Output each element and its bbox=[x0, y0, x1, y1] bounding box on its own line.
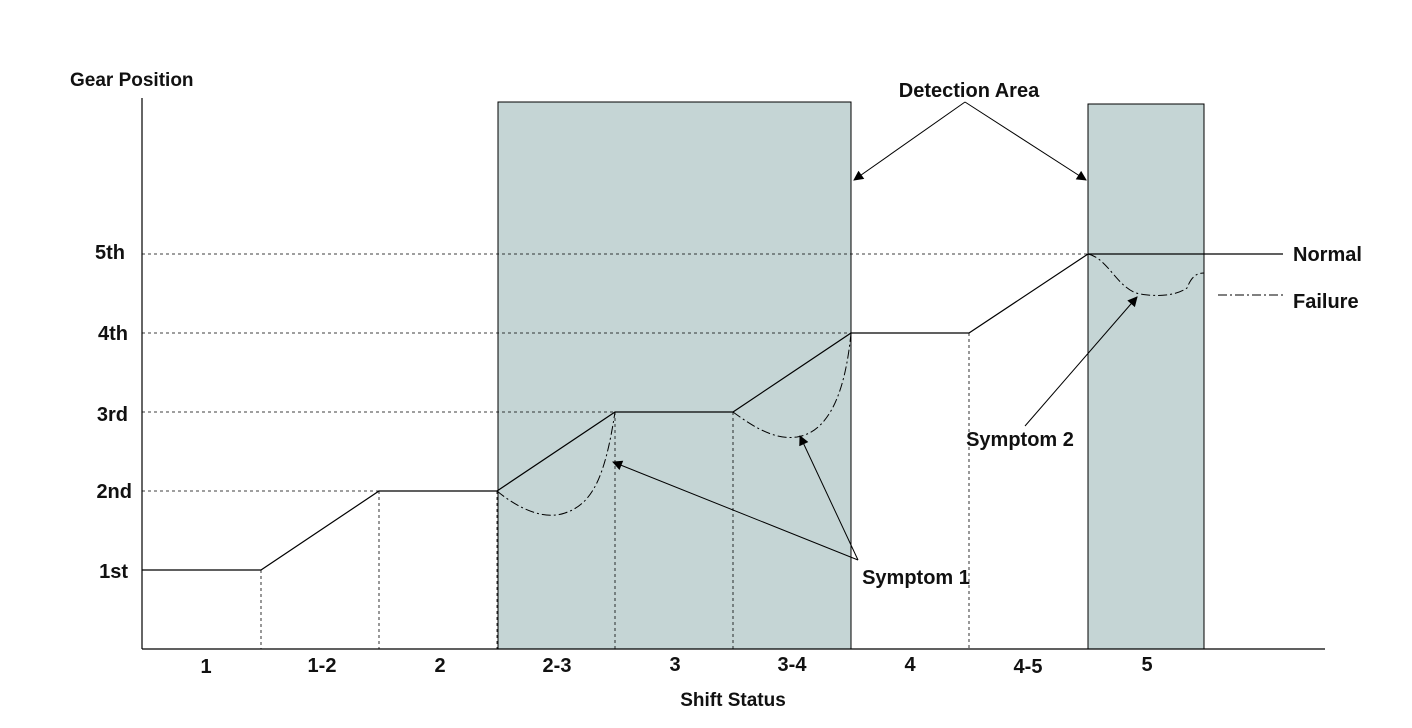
shift-label-2-3: 2-3 bbox=[543, 655, 572, 677]
detection-area-arrow-right bbox=[964, 101, 1087, 181]
legend-failure-label: Failure bbox=[1293, 291, 1359, 313]
symptom-1-label: Symptom 1 bbox=[862, 567, 970, 589]
detection-area-1 bbox=[497, 101, 852, 650]
symptom-2-label: Symptom 2 bbox=[966, 429, 1074, 451]
shift-label-3-4: 3-4 bbox=[778, 654, 808, 676]
shift-label-3: 3 bbox=[669, 654, 680, 676]
symptom-1-arrow-a bbox=[612, 460, 859, 561]
failure-trace-5 bbox=[1087, 253, 1205, 296]
y-axis-title: Gear Position bbox=[70, 70, 194, 91]
x-axis-title: Shift Status bbox=[680, 690, 786, 711]
legend-normal-label: Normal bbox=[1293, 244, 1362, 266]
shift-label-4-5: 4-5 bbox=[1014, 656, 1043, 678]
shift-label-1-2: 1-2 bbox=[308, 655, 337, 677]
detection-area-arrow-left bbox=[853, 101, 966, 181]
detection-area-2 bbox=[1087, 103, 1205, 650]
annotation-arrows bbox=[612, 101, 1138, 561]
shift-label-5: 5 bbox=[1141, 654, 1152, 676]
normal-trace bbox=[142, 253, 1204, 571]
gear-label-3rd: 3rd bbox=[97, 404, 128, 426]
shift-label-2: 2 bbox=[434, 655, 445, 677]
symptom-2-arrow bbox=[1024, 296, 1138, 427]
gear-reference-lines bbox=[142, 253, 1088, 492]
gear-label-1st: 1st bbox=[99, 561, 128, 583]
gear-label-4th: 4th bbox=[98, 323, 128, 345]
shift-label-1: 1 bbox=[200, 656, 211, 678]
gear-label-5th: 5th bbox=[95, 242, 125, 264]
symptom-1-arrow-b bbox=[799, 435, 859, 561]
shift-boundary-lines bbox=[260, 333, 970, 649]
detection-area-label: Detection Area bbox=[899, 80, 1040, 102]
failure-trace-2-3 bbox=[496, 411, 616, 516]
gear-label-2nd: 2nd bbox=[96, 481, 132, 503]
shift-label-4: 4 bbox=[904, 654, 916, 676]
